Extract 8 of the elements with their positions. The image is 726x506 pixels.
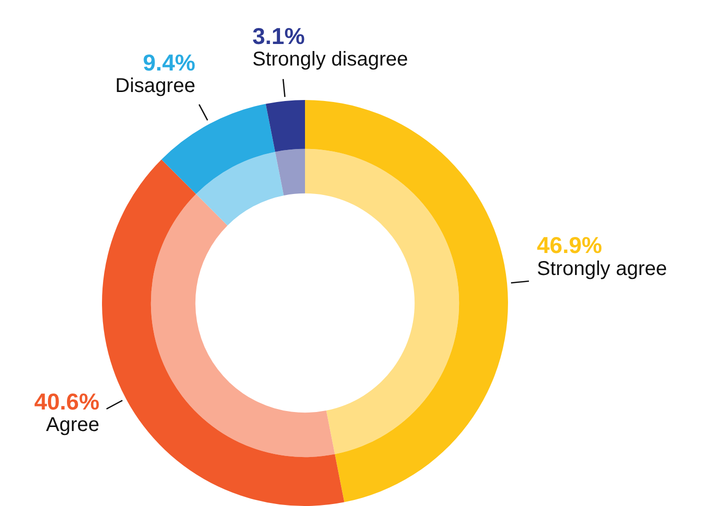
slice-label: Strongly agree (536, 258, 667, 280)
data-label: 40.6% (34, 388, 100, 415)
data-label: 46.9% (536, 232, 602, 258)
slice-label: Agree (46, 414, 100, 436)
data-label: 9.4% (142, 49, 196, 76)
slice-label: Strongly disagree (252, 48, 408, 71)
data-label: 3.1% (252, 22, 305, 49)
slice-label: Disagree (115, 74, 196, 97)
